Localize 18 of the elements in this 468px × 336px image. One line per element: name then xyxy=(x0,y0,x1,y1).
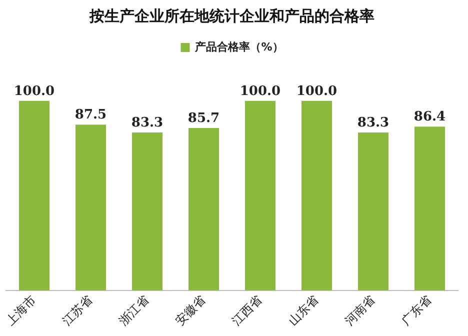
x-tick-label: 江西省 xyxy=(229,292,265,328)
legend-label: 产品合格率（%） xyxy=(194,40,284,54)
data-label: 100.0 xyxy=(296,84,338,99)
x-tick-label: 山东省 xyxy=(286,292,322,328)
data-label: 100.0 xyxy=(240,84,281,99)
x-tick-label: 浙江省 xyxy=(116,292,152,328)
data-label: 86.4 xyxy=(414,110,446,125)
x-tick-label: 河南省 xyxy=(342,292,378,328)
data-label: 100.0 xyxy=(14,84,55,99)
data-label: 85.7 xyxy=(188,110,220,126)
data-label: 83.3 xyxy=(131,115,164,130)
chart-title: 按生产企业所在地统计企业和产品的合格率 xyxy=(88,6,374,25)
data-label: 87.5 xyxy=(74,107,107,122)
x-tick-label: 广东省 xyxy=(398,292,434,328)
x-tick-label: 安徽省 xyxy=(172,292,208,328)
x-tick-label: 上海市 xyxy=(3,292,39,328)
data-label: 83.3 xyxy=(357,115,390,130)
x-tick-label: 江苏省 xyxy=(60,292,96,328)
